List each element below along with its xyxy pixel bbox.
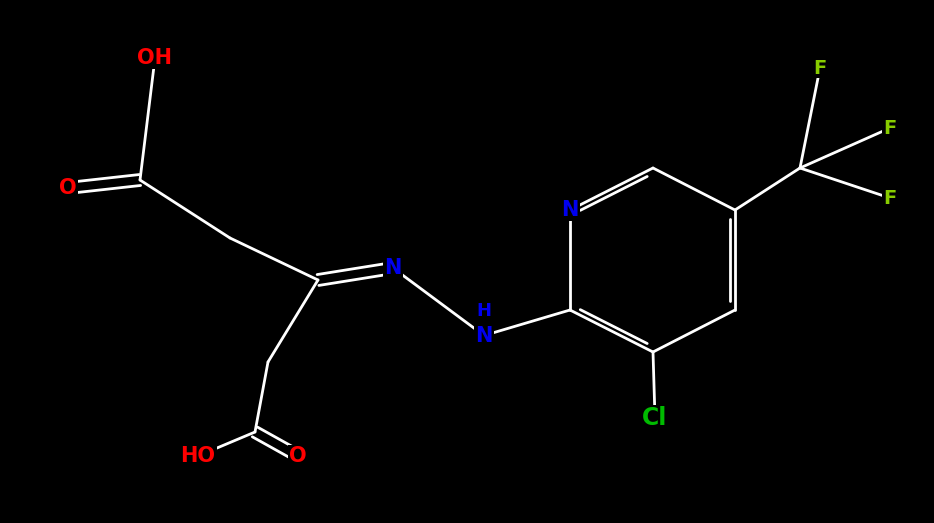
Text: Cl: Cl	[643, 406, 668, 430]
Text: H: H	[476, 301, 491, 320]
Text: O: O	[290, 446, 306, 466]
Text: F: F	[884, 188, 897, 208]
Text: F: F	[884, 119, 897, 138]
Text: N: N	[561, 200, 579, 220]
Text: N: N	[384, 258, 402, 278]
Text: HO: HO	[180, 446, 216, 466]
Text: F: F	[814, 59, 827, 77]
Text: O: O	[59, 178, 77, 198]
Text: OH: OH	[137, 48, 173, 68]
Text: N: N	[475, 325, 493, 346]
